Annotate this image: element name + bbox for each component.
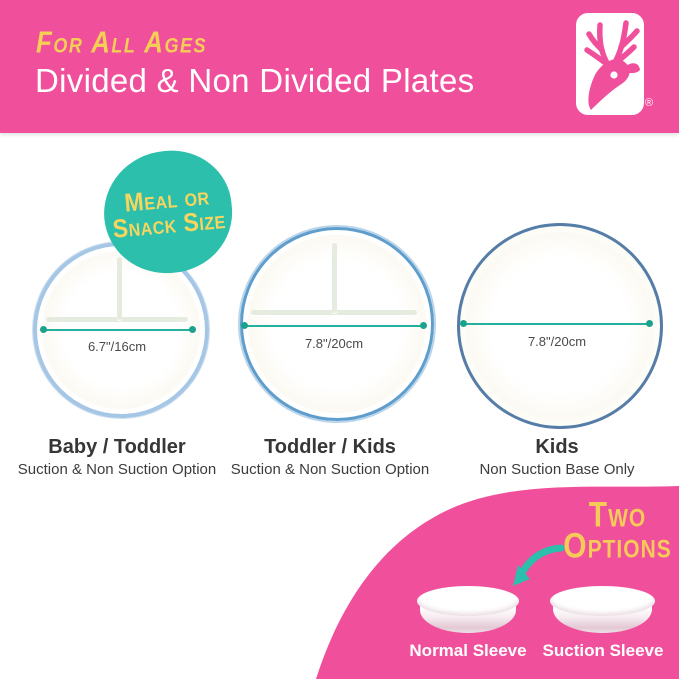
measure-line (464, 323, 650, 325)
registered-mark: ® (645, 97, 654, 109)
measure-dot (460, 320, 467, 327)
plate-option: Suction & Non Suction Option (230, 461, 430, 478)
measure-dot (241, 322, 248, 329)
plate-option: Suction & Non Suction Option (17, 461, 217, 478)
measure-line (44, 329, 192, 331)
plate-divider-vertical (117, 257, 122, 320)
deer-antlers-icon (584, 20, 640, 110)
brand-logo (576, 13, 644, 115)
header-banner: For All Ages Divided & Non Divided Plate… (0, 0, 679, 133)
plate-diameter-label: 6.7"/16cm (87, 339, 147, 354)
page-title: Divided & Non Divided Plates (35, 62, 475, 99)
measure-line (245, 325, 425, 327)
suction-sleeve-plate-image (550, 586, 655, 641)
measure-dot (189, 326, 196, 333)
plate-divider-vertical (332, 243, 337, 313)
banner-tagline: For All Ages (36, 24, 207, 60)
measure-dot (646, 320, 653, 327)
plate-name: Kids (535, 436, 579, 458)
plate-diameter-label: 7.8"/20cm (527, 334, 587, 349)
measure-dot (420, 322, 427, 329)
curved-arrow-icon (513, 544, 565, 586)
measure-dot (40, 326, 47, 333)
plate-name: Baby / Toddler (48, 436, 186, 458)
plate-diameter-label: 7.8"/20cm (304, 336, 364, 351)
plate-image-toddler-kids (240, 227, 434, 421)
plate-name: Toddler / Kids (264, 436, 396, 458)
plate-image-kids (457, 223, 663, 429)
suction-sleeve-label: Suction Sleeve (542, 641, 664, 660)
normal-sleeve-plate-image (417, 586, 519, 641)
plate-option: Non Suction Base Only (479, 461, 635, 478)
normal-sleeve-label: Normal Sleeve (409, 641, 527, 660)
